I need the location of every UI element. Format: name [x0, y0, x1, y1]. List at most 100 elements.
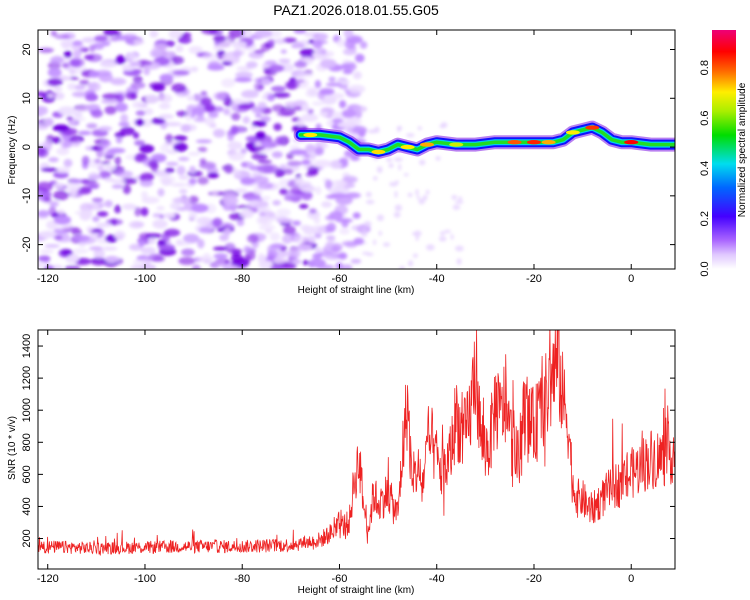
spectrogram-cell	[141, 191, 148, 199]
spectrogram-cell	[190, 66, 199, 73]
spectrogram-cell	[72, 234, 91, 242]
spectrogram-cell	[246, 61, 258, 69]
spectrogram-cell	[145, 94, 159, 104]
spectrogram-cell	[130, 81, 146, 89]
spectrogram-cell	[355, 53, 365, 63]
spectrogram-cell	[301, 159, 311, 165]
spectrogram-cell	[276, 218, 294, 224]
spectrogram-cell	[260, 115, 271, 123]
spectrogram-cell	[101, 246, 118, 251]
spectrogram-cell	[67, 253, 80, 263]
spectrogram-cell	[120, 177, 138, 185]
spectrogram-cell	[110, 77, 127, 86]
spectrogram-cell	[255, 112, 262, 119]
spectrogram-cell	[158, 93, 173, 103]
spectrogram-cell	[198, 226, 213, 234]
spectrogram-cell	[325, 255, 340, 261]
spectrogram-cell	[279, 188, 288, 195]
x-tick-label: -40	[429, 273, 445, 285]
spectrogram-cell	[89, 246, 103, 251]
colorbar-tick-label: 0.6	[699, 110, 711, 125]
spectrogram-cell	[88, 174, 102, 180]
spectrogram-cell	[240, 161, 254, 169]
spectrogram-cell	[258, 224, 276, 231]
spectrogram-cell	[53, 190, 69, 201]
spectrogram-cell	[125, 92, 137, 100]
spectrogram-cell	[349, 37, 361, 45]
spectrogram-cell	[114, 156, 122, 166]
spectrogram-cell	[261, 78, 272, 86]
spectrogram-cell	[196, 216, 212, 225]
spectrogram-cell	[38, 142, 45, 147]
bottom-y-axis-label: SNR (10 * v/v)	[7, 416, 18, 480]
spectrogram-cell	[201, 30, 219, 35]
spectrogram-cell	[319, 111, 329, 117]
spectrogram-cell	[204, 117, 215, 126]
spectrogram-cell	[135, 118, 145, 126]
spectrogram-cell	[60, 40, 76, 47]
spectrogram-cell	[323, 50, 335, 57]
spectrogram-cell	[38, 210, 50, 218]
spectrogram-cell	[197, 238, 205, 249]
spectrogram-cell	[314, 80, 322, 89]
spectrogram-cell	[280, 49, 287, 54]
spectrogram-ridge	[293, 120, 675, 159]
spectrogram-cell	[362, 251, 370, 255]
spectrogram-cell	[53, 215, 72, 225]
spectrogram-cell	[332, 118, 344, 124]
spectrogram-cell	[151, 117, 166, 125]
spectrogram-cell	[324, 179, 333, 190]
ridge-peak	[507, 140, 522, 145]
spectrogram-cell	[237, 127, 245, 133]
spectrogram-cell	[272, 200, 281, 206]
spectrogram-cell	[326, 235, 336, 241]
spectrogram-cell	[289, 149, 308, 156]
spectrogram-cell	[389, 181, 398, 187]
spectrogram-cell	[64, 265, 81, 269]
colorbar-tick-label: 0.2	[699, 211, 711, 226]
spectrogram-cell	[98, 126, 113, 132]
spectrogram-cell	[271, 151, 283, 159]
spectrogram-cell	[213, 128, 226, 138]
x-tick-label: -20	[526, 573, 542, 585]
spectrogram-cell	[328, 76, 336, 83]
spectrogram-cell	[269, 232, 281, 242]
spectrogram-cell	[188, 46, 203, 54]
spectrogram-cell	[207, 64, 225, 71]
colorbar-ticks: 0.0 0.2 0.4 0.6 0.8	[699, 60, 711, 277]
spectrogram-cell	[197, 146, 208, 153]
spectrogram-cell	[416, 195, 420, 200]
spectrogram-cell	[223, 108, 231, 116]
spectrogram-cell	[287, 160, 303, 167]
spectrogram-cell	[272, 92, 291, 98]
spectrogram-cell	[251, 120, 267, 127]
spectrogram-cell	[376, 166, 383, 174]
x-tick-label: -20	[526, 273, 542, 285]
spectrogram-cell	[38, 106, 49, 116]
y-tick-label: 1400	[21, 334, 33, 358]
spectrogram-cell	[73, 111, 83, 118]
spectrogram-cell	[80, 209, 93, 217]
spectrogram-cell	[40, 190, 52, 198]
spectrogram-cell	[451, 195, 458, 200]
spectrogram-cell	[425, 189, 430, 195]
spectrogram-cell	[207, 172, 219, 179]
spectrogram-cell	[456, 258, 462, 265]
spectrogram-cell	[173, 142, 188, 152]
spectrogram-cell	[252, 176, 269, 184]
y-tick-label: -20	[21, 237, 33, 253]
spectrogram-cell	[86, 225, 93, 233]
spectrogram-cell	[45, 264, 54, 269]
spectrogram-plot	[38, 30, 675, 269]
y-tick-label: 1200	[21, 366, 33, 390]
spectrogram-cell	[221, 78, 236, 88]
spectrogram-cell	[178, 175, 189, 180]
spectrogram-cell	[342, 48, 357, 56]
spectrogram-cell	[205, 203, 217, 214]
spectrogram-cell	[86, 123, 98, 129]
spectrogram-cell	[237, 103, 256, 110]
spectrogram-cell	[309, 208, 317, 214]
ridge-peak	[400, 144, 415, 150]
spectrogram-cell	[173, 196, 192, 204]
